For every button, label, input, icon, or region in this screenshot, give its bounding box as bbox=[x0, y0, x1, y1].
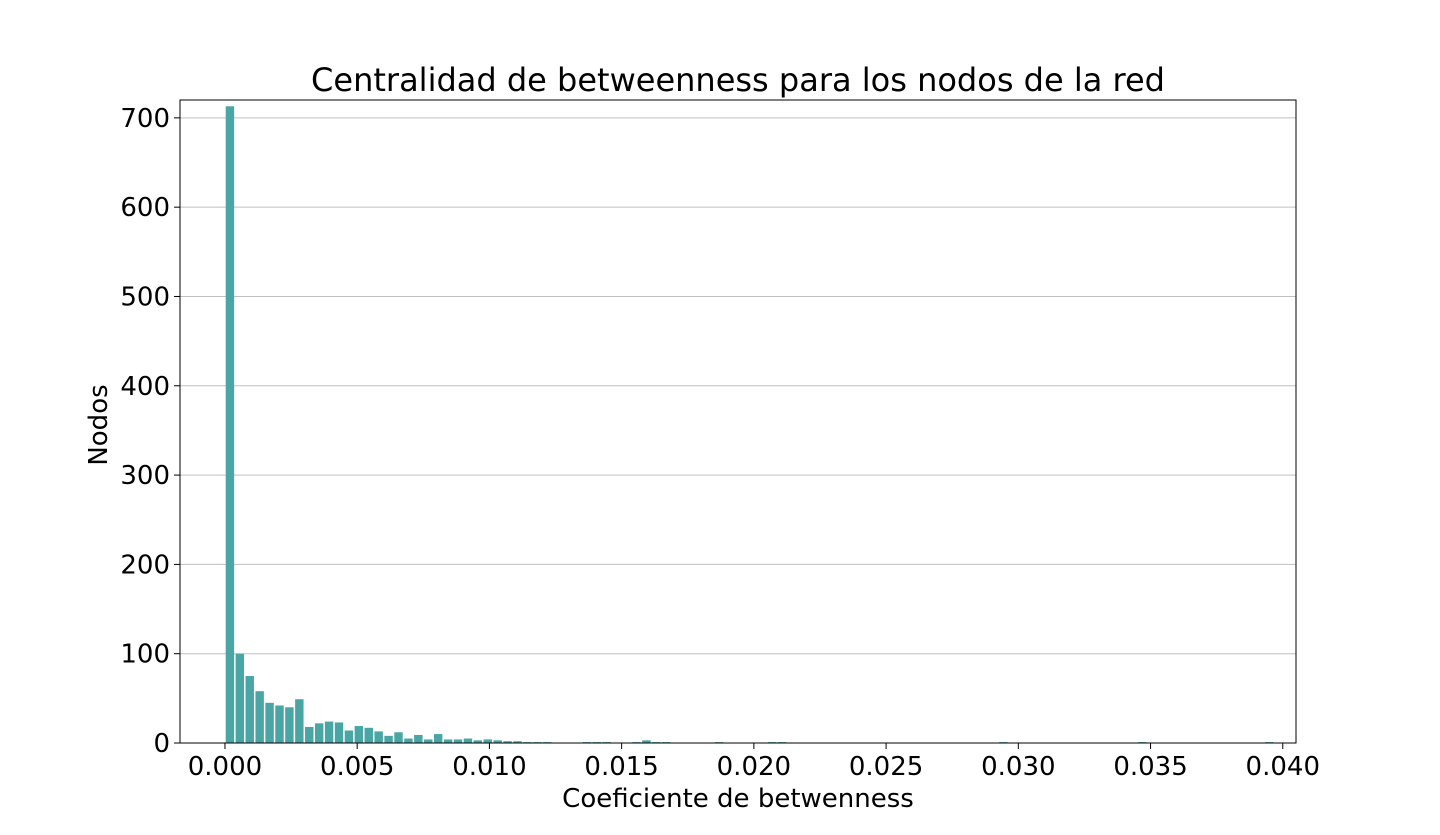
histogram-bar bbox=[295, 699, 304, 743]
grid-lines bbox=[180, 117, 1296, 655]
histogram-bar bbox=[255, 691, 264, 743]
histogram-bar bbox=[364, 727, 373, 743]
chart-title: Centralidad de betweenness para los nodo… bbox=[311, 61, 1165, 99]
y-tick-label: 600 bbox=[120, 193, 170, 223]
histogram-bar bbox=[404, 738, 413, 743]
histogram-bar bbox=[285, 707, 294, 743]
y-tick-label: 0 bbox=[153, 729, 170, 759]
histogram-bar bbox=[473, 740, 483, 743]
x-tick-label: 0.020 bbox=[717, 752, 791, 782]
axis-ticks: 0 100 200 300 400 500 600 700 0.000 0.005 0.010 0.0… bbox=[120, 104, 1320, 782]
histogram-bar bbox=[424, 739, 433, 743]
histogram-bar bbox=[275, 705, 284, 743]
histogram-bar bbox=[493, 740, 502, 743]
x-tick-label: 0.005 bbox=[320, 752, 394, 782]
histogram-bar bbox=[414, 734, 423, 743]
histogram-bar bbox=[314, 723, 324, 743]
x-tick-label: 0.000 bbox=[188, 752, 262, 782]
histogram-bar bbox=[374, 731, 383, 743]
y-tick-label: 100 bbox=[120, 640, 170, 670]
y-tick-label: 500 bbox=[120, 282, 170, 312]
histogram-bar bbox=[394, 732, 403, 743]
x-tick-label: 0.025 bbox=[849, 752, 923, 782]
histogram-bar bbox=[344, 730, 354, 743]
histogram-bar bbox=[463, 738, 473, 743]
histogram-bar bbox=[642, 740, 651, 743]
histogram-bar bbox=[245, 676, 254, 743]
y-tick-label: 400 bbox=[120, 372, 170, 402]
histogram-bar bbox=[235, 653, 245, 743]
x-tick-label: 0.030 bbox=[981, 752, 1055, 782]
histogram-bar bbox=[453, 739, 463, 743]
histogram-bar bbox=[483, 739, 492, 743]
plot-frame bbox=[179, 99, 1297, 744]
histogram-bar bbox=[225, 106, 235, 743]
histogram-bar bbox=[443, 739, 453, 743]
x-tick-label: 0.040 bbox=[1246, 752, 1320, 782]
y-axis-label: Nodos bbox=[84, 384, 114, 465]
y-tick-label: 300 bbox=[120, 461, 170, 491]
histogram-bar bbox=[384, 735, 393, 743]
histogram-bar bbox=[503, 741, 512, 743]
histogram-bar bbox=[324, 721, 334, 743]
histogram-bar bbox=[433, 734, 443, 743]
bars bbox=[225, 106, 1274, 743]
y-tick-label: 700 bbox=[120, 104, 170, 134]
x-tick-label: 0.010 bbox=[452, 752, 526, 782]
x-axis-label: Coeficiente de betwenness bbox=[562, 784, 914, 814]
histogram-bar bbox=[305, 726, 314, 743]
histogram-bar bbox=[334, 722, 344, 743]
y-tick-label: 200 bbox=[120, 550, 170, 580]
histogram-bar bbox=[265, 702, 274, 743]
histogram-bar bbox=[513, 741, 522, 743]
x-tick-label: 0.015 bbox=[584, 752, 658, 782]
histogram-bar bbox=[354, 726, 364, 743]
x-tick-label: 0.035 bbox=[1113, 752, 1187, 782]
